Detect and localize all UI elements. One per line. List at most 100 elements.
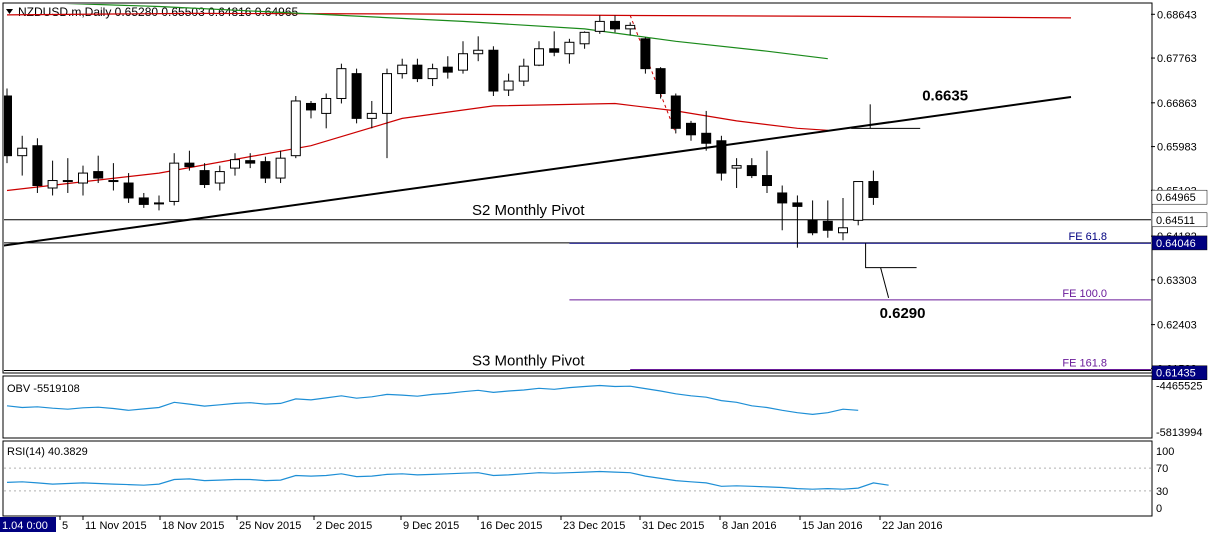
candle-bearish: [686, 122, 696, 136]
candle-bearish: [351, 73, 362, 119]
symbol-info: NZDUSD.m,Daily 0.65280 0.65503 0.64816 0…: [18, 5, 299, 19]
candle-bearish: [868, 181, 879, 198]
candle-bullish: [534, 48, 544, 66]
price-badge: [1151, 189, 1208, 205]
price-tick-label: 0.67763: [1157, 53, 1197, 65]
candle-bearish: [199, 170, 210, 186]
candle-bearish: [549, 48, 560, 53]
candle-bearish: [640, 38, 651, 70]
price-badge-label: 0.61435: [1156, 368, 1196, 380]
candle-bullish: [169, 162, 180, 202]
candle-bearish: [138, 197, 149, 205]
candle-bearish: [610, 20, 620, 30]
candle-bullish: [397, 64, 408, 75]
main-plot: S2 Monthly Pivot S3 Monthly Pivot FE 61.8 F…: [4, 4, 1151, 372]
rsi-label: RSI(14) 40.3829: [7, 446, 88, 458]
candle-bullish: [275, 157, 286, 179]
candle-bearish: [32, 145, 43, 187]
obv-panel-frame: [2, 375, 1153, 439]
obv-tick-label: -4465525: [1156, 381, 1203, 393]
candle-bearish: [442, 66, 453, 73]
time-tick-label: 25 Nov 2015: [239, 520, 301, 532]
price-badge: [1151, 212, 1208, 228]
rsi-tick-label: 30: [1156, 486, 1168, 498]
annotation-label: 0.6635: [922, 87, 968, 104]
annotation-leader: [865, 243, 917, 269]
candle-bearish: [792, 202, 803, 207]
time-tick-label: 9 Dec 2015: [403, 520, 459, 532]
candle-bullish: [321, 97, 332, 114]
obv-tick-label: -5813994: [1156, 427, 1203, 439]
trendline: [4, 96, 1072, 247]
triangle-down-icon[interactable]: [6, 9, 13, 14]
candle-bullish: [427, 68, 438, 80]
price-tick-label: 0.66863: [1157, 98, 1197, 110]
candle-bearish: [4, 95, 12, 157]
candle-bullish: [382, 73, 392, 114]
price-tick-label: 0.65983: [1157, 142, 1197, 154]
candle-bearish: [306, 102, 316, 111]
candle-bullish: [473, 49, 484, 55]
candle-bearish: [488, 49, 499, 92]
rsi-panel-frame: [2, 440, 1153, 517]
moving-average-line: [6, 12, 1072, 19]
candle-bearish: [62, 180, 73, 183]
time-tick-label: 8 Jan 2016: [722, 520, 776, 532]
price-axis: 0.686430.677630.668630.659830.651030.641…: [1151, 9, 1208, 380]
candle-bearish: [108, 180, 119, 183]
candle-bullish: [579, 31, 590, 45]
candle-bullish: [17, 147, 28, 157]
candle-bearish: [245, 160, 256, 164]
price-tick-label: 0.68643: [1157, 9, 1197, 21]
time-badge: [0, 517, 56, 532]
rsi-line: [6, 470, 889, 490]
candle-bullish: [518, 65, 529, 82]
price-badge: [1151, 365, 1208, 380]
candle-bearish: [777, 192, 788, 204]
candle-bearish: [260, 161, 271, 179]
candle-bullish: [230, 159, 240, 169]
candle-bearish: [412, 64, 423, 80]
candle-bullish: [366, 112, 377, 119]
candle-bullish: [503, 80, 514, 91]
main-clipped: S2 Monthly Pivot S3 Monthly Pivot FE 61.8 F…: [4, 4, 1151, 372]
time-tick-label: 18 Nov 2015: [162, 520, 224, 532]
obv-plot: OBV -5519108 -4465525 -5813994: [6, 381, 1203, 439]
price-tick-label: 0.63303: [1157, 275, 1197, 287]
candle-bearish: [655, 68, 666, 95]
rsi-tick-label: 0: [1156, 503, 1162, 515]
pivot-label: S3 Monthly Pivot: [472, 353, 585, 370]
candle-bullish: [838, 227, 848, 234]
price-badge-label: 0.64511: [1156, 215, 1195, 227]
obv-label: OBV -5519108: [7, 383, 80, 395]
rsi-tick-label: 70: [1156, 463, 1168, 475]
price-badge: [1151, 235, 1208, 251]
annotation-leader: [880, 267, 890, 299]
level-label: FE 100.0: [1062, 288, 1107, 300]
candle-bearish: [762, 175, 772, 187]
time-tick-label: 15 Jan 2016: [802, 520, 863, 532]
annotation-label: 0.6290: [880, 305, 926, 322]
candle-bullish: [564, 41, 575, 55]
candle-bullish: [458, 53, 468, 71]
level-label: FE 161.8: [1062, 358, 1107, 370]
time-badge-label: 1.04 0:00: [2, 520, 48, 532]
candle-bullish: [214, 171, 225, 184]
time-tick-label: 31 Dec 2015: [642, 520, 704, 532]
candle-bullish: [731, 165, 742, 169]
time-tick-label: 23 Dec 2015: [563, 520, 625, 532]
time-axis: 1.04 0:00 5 11 Nov 2015 18 Nov 2015 25 Nov 2…: [0, 516, 943, 532]
candle-bearish: [701, 132, 712, 144]
candle-bearish: [746, 165, 757, 177]
candle-bearish: [807, 219, 818, 234]
pivot-label: S2 Monthly Pivot: [472, 202, 585, 219]
candle-bullish: [78, 172, 88, 184]
candle-bullish: [594, 20, 605, 32]
time-tick-label: 11 Nov 2015: [85, 520, 147, 532]
price-badge-label: 0.64046: [1156, 238, 1196, 250]
candle-bullish: [625, 24, 636, 30]
candle-bullish: [853, 181, 864, 221]
obv-line: [6, 384, 859, 416]
main-panel-frame: [2, 2, 1153, 374]
